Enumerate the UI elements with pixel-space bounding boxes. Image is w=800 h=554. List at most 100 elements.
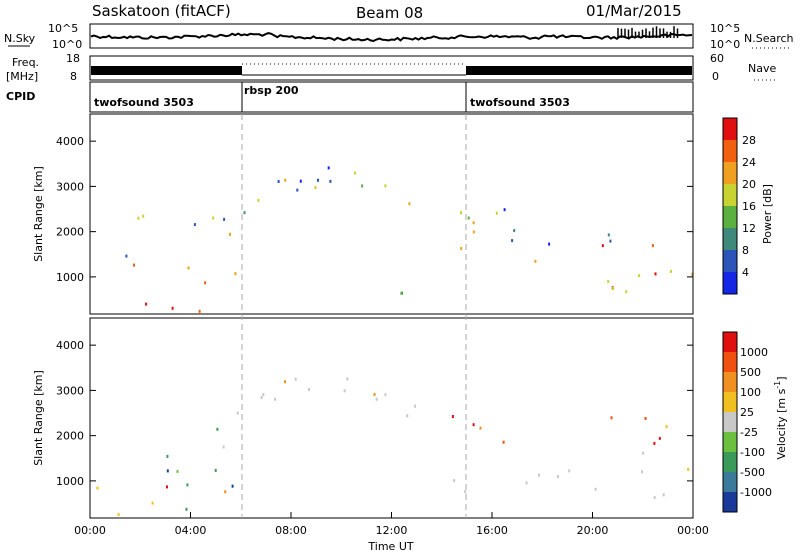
data-cell	[594, 487, 597, 491]
data-cell	[373, 393, 376, 396]
colorbar-swatch	[723, 452, 737, 472]
x-tick-label: 12:00	[376, 524, 408, 537]
data-cell	[284, 178, 287, 182]
data-cell	[204, 281, 207, 285]
data-cell	[234, 272, 237, 276]
x-tick-label: 00:00	[677, 524, 709, 537]
data-cell	[137, 216, 140, 220]
data-cell	[654, 272, 657, 276]
data-cell	[691, 272, 694, 276]
data-cell	[665, 425, 668, 429]
data-cell	[236, 411, 239, 415]
data-cell	[151, 501, 154, 505]
velocity-colorbar-label: Velocity [m s-1]	[773, 376, 788, 459]
data-cell	[384, 393, 387, 397]
sky-noise-trace	[90, 32, 693, 43]
data-cell	[193, 223, 196, 227]
data-cell	[361, 184, 364, 188]
data-cell	[687, 467, 690, 471]
x-axis-label: Time UT	[367, 540, 413, 553]
data-cell	[612, 287, 615, 290]
data-cell	[260, 396, 263, 399]
colorbar-frame	[722, 331, 738, 513]
colorbar-tick-label: 1000	[740, 346, 768, 359]
colorbar-swatch	[723, 272, 737, 294]
data-cell	[538, 473, 540, 477]
data-cell	[408, 202, 411, 206]
data-cell	[451, 415, 454, 418]
data-cell	[511, 239, 514, 243]
data-cell	[472, 221, 475, 225]
y-tick-label: 1000	[56, 271, 84, 284]
colorbar-tick-label: 28	[742, 134, 756, 147]
colorbar-swatch	[723, 206, 737, 228]
freq-panel: Freq. [MHz] 18 8 60 0 Nave	[6, 52, 776, 83]
data-cell	[556, 475, 559, 479]
colorbar-swatch	[723, 472, 737, 492]
cpid-panel: CPID twofsound 3503 rbsp 200 twofsound 3…	[6, 81, 694, 113]
data-cell	[375, 397, 378, 401]
freq-tick-bottom: 8	[70, 70, 77, 83]
data-cell	[453, 479, 456, 483]
data-cell	[257, 198, 260, 202]
data-cell	[384, 184, 387, 188]
x-tick-label: 20:00	[577, 524, 609, 537]
nave-tick-bottom: 0	[712, 70, 719, 83]
freq-panel-frame	[89, 55, 694, 81]
power-panel-frame	[89, 113, 694, 315]
data-cell	[610, 416, 613, 420]
colorbar-swatch	[723, 332, 737, 352]
cpid-label: CPID	[6, 90, 35, 103]
colorbar-swatch	[723, 352, 737, 372]
data-cell	[642, 451, 645, 455]
data-cell	[166, 454, 169, 458]
y-tick-label: 3000	[56, 180, 84, 193]
data-cell	[495, 211, 498, 215]
colorbar-tick-label: 20	[742, 178, 756, 191]
noise-panel-frame	[89, 23, 694, 49]
station-title: Saskatoon (fitACF)	[92, 2, 231, 20]
data-cell	[400, 291, 403, 295]
data-cell	[185, 507, 188, 511]
data-cell	[284, 380, 286, 384]
data-cell	[607, 279, 610, 283]
data-cell	[229, 232, 231, 236]
colorbar-tick-label: 12	[742, 222, 756, 235]
colorbar-tick-label: 24	[742, 156, 756, 169]
data-cell	[187, 266, 190, 270]
freq-tick-top: 18	[66, 52, 80, 65]
y-tick-label: 4000	[56, 339, 84, 352]
colorbar-swatch	[723, 432, 737, 452]
data-cell	[212, 216, 215, 220]
y-tick-label: 4000	[56, 135, 84, 148]
noise-right-label: N.Search	[744, 32, 794, 45]
nave-tick-top: 60	[710, 52, 724, 65]
freq-label-line1: Freq.	[12, 56, 39, 69]
data-cell	[644, 417, 647, 420]
noise-right-tick-top: 10^5	[710, 22, 740, 35]
data-cell	[317, 178, 319, 182]
colorbar-swatch	[723, 162, 737, 184]
data-cell	[669, 269, 672, 273]
data-cell	[314, 186, 317, 190]
data-cell	[638, 274, 641, 278]
data-cell	[460, 211, 462, 215]
power-panel: 1000 2000 3000 4000 Slant Range [km] 4 8 12 16…	[32, 113, 774, 315]
y-tick-label: 1000	[56, 475, 84, 488]
data-cell	[214, 468, 217, 472]
data-cell	[472, 423, 475, 427]
noise-right-tick-bottom: 10^0	[710, 38, 740, 51]
data-cell	[568, 469, 571, 473]
velocity-y-label: Slant Range [km]	[32, 370, 45, 466]
power-scatter	[125, 166, 694, 313]
colorbar-swatch	[723, 250, 737, 272]
data-cell	[223, 217, 226, 221]
data-cell	[467, 216, 470, 220]
data-cell	[625, 290, 628, 294]
data-cell	[601, 244, 604, 248]
data-cell	[460, 247, 463, 250]
data-cell	[231, 484, 234, 488]
time-x-ticks: 00:00 04:00 08:00 12:00 16:00 20:00 00:00	[74, 512, 709, 537]
data-cell	[327, 166, 330, 170]
noise-left-tick-bottom: 10^0	[52, 38, 82, 51]
